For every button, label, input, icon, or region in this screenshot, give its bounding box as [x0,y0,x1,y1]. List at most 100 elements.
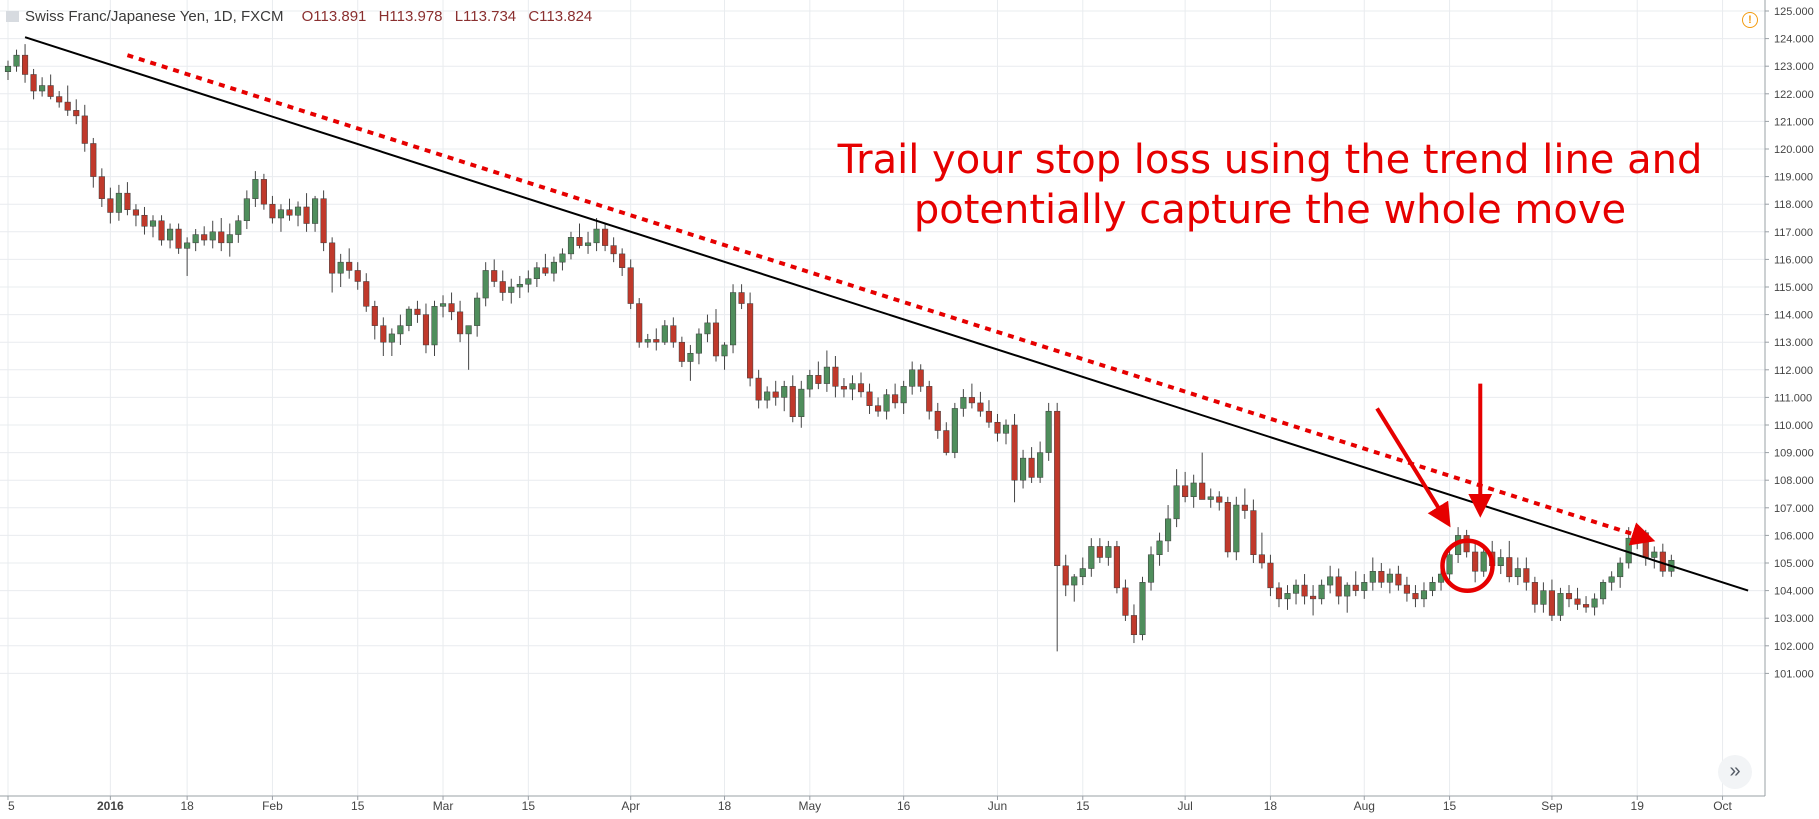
candle-body [772,391,779,398]
price-tick-label: 124.000 [1774,34,1814,46]
scroll-to-realtime-icon[interactable]: » [1718,755,1752,789]
candle [1258,532,1265,569]
candle-body [1130,615,1138,636]
candle [943,422,950,456]
time-tick-label: 18 [718,799,732,813]
candle-body [1480,551,1487,572]
candle-body [439,303,447,307]
candle-body [201,234,208,241]
candle-body [670,325,677,343]
time-tick-label: 2016 [97,799,124,813]
candle [1147,546,1155,591]
candle [1139,576,1146,641]
price-tick-label: 104.000 [1774,586,1814,598]
candle-body [337,261,344,274]
candle [1565,585,1573,608]
candle [1548,579,1555,621]
candle [1250,499,1257,563]
candle [610,237,617,263]
candle [56,91,63,108]
candle-body [619,253,626,268]
candle-body [994,421,1001,434]
candle [525,270,532,293]
candle-body [1020,457,1027,481]
candle-body [1463,535,1470,553]
candle [482,262,489,307]
trend-line[interactable] [24,36,1749,592]
candle-body [260,179,267,205]
candle [712,309,720,362]
candle-body [1088,546,1095,569]
candle [1395,565,1402,591]
candle [13,49,20,72]
candle-body [738,292,745,304]
candle-body [73,110,80,117]
candle [1412,585,1419,608]
candle-body [1591,598,1598,608]
candle [985,400,993,428]
candle [883,389,890,420]
candle [508,278,515,304]
candle [1608,571,1615,591]
candle [474,292,481,337]
candle-body [747,303,754,379]
warning-icon[interactable]: ! [1742,12,1758,28]
price-tick-label: 118.000 [1774,199,1813,211]
candle-body [593,228,600,244]
candle [1088,538,1095,577]
candle-body [516,283,523,288]
candle [798,380,805,428]
candle [1122,579,1129,621]
candle-body [39,85,46,92]
candle-body [1565,593,1573,600]
candle-body [644,339,651,343]
candle [388,328,395,356]
candle-body [363,281,370,307]
candle-body [312,198,319,224]
candle-body [1199,482,1206,500]
candle [1199,452,1206,500]
candle-body [149,220,157,227]
candle-body [303,206,310,224]
trade-annotation: Trail your stop loss using the trend lin… [820,135,1720,235]
time-tick-label: 15 [1443,799,1457,813]
candle [422,303,430,354]
candle [1403,576,1410,602]
candle-body [815,375,822,384]
candle-body [1037,452,1044,478]
candle-body [550,261,557,274]
candle-body [243,198,250,222]
price-tick-label: 117.000 [1774,227,1813,239]
candle-body [1258,554,1265,564]
candle [934,402,941,439]
candle-body [98,176,105,199]
candle [1096,538,1103,563]
candle-body [1318,584,1325,600]
candle-body [721,344,728,357]
candle [687,344,694,381]
candle [1386,568,1393,594]
time-tick-label: Apr [621,799,640,813]
candle-body [1062,565,1069,586]
candle [235,215,242,243]
candle-body [764,391,771,401]
candle-body [1105,546,1112,558]
candle-body [226,234,233,244]
candle-body [1216,496,1223,503]
candle-body [115,192,122,213]
candle [286,198,293,221]
candle-body [695,333,702,354]
candle-body [329,242,336,274]
candle-body [1531,582,1538,605]
price-axis: 101.000 102.000 103.000 104.000 105.000 106.0… [1764,0,1814,796]
candle [1429,576,1436,597]
price-tick-label: 123.000 [1774,61,1814,73]
stop-loss-trail-line[interactable] [126,53,1656,546]
candle-body [1028,457,1035,478]
candle [857,372,865,398]
candle [584,231,592,254]
candle [141,206,148,235]
time-tick-label: Feb [262,799,283,813]
candle [1531,576,1538,613]
